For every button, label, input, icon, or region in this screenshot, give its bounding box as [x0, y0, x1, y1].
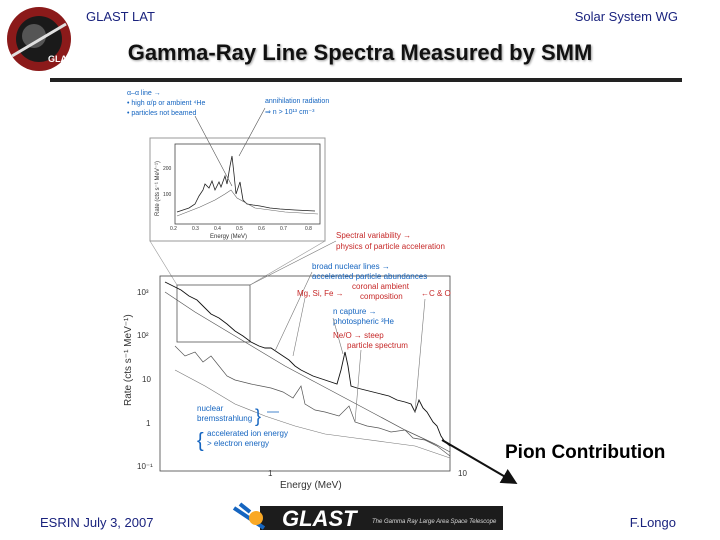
- bremsstrahlung-label: bremsstrahlung: [197, 414, 252, 423]
- main-y-tick: 10²: [137, 331, 149, 340]
- brems-brace: }: [255, 406, 261, 426]
- main-x-tick: 10: [458, 469, 467, 478]
- logo-tagline: The Gamma Ray Large Area Space Telescope: [372, 519, 497, 525]
- broad-abundances: accelerated particle abundances: [312, 272, 427, 281]
- main-x-label: Energy (MeV): [280, 480, 342, 491]
- main-model-3: [174, 369, 451, 459]
- inset-note-alpha: α–α line →: [127, 90, 161, 97]
- coronal-ambient: coronal ambient: [352, 282, 410, 291]
- inset-x-ticks: 0.2 0.3 0.4 0.5 0.6 0.7 0.8: [170, 226, 312, 232]
- inset-x-label: Energy (MeV): [210, 234, 247, 240]
- broad-pointer: [274, 271, 313, 352]
- zoom-line-right: [249, 240, 326, 286]
- annotations: Spectral variability → physics of partic…: [197, 231, 451, 452]
- header-left: GLAST LAT: [86, 9, 155, 24]
- footer-author: F.Longo: [629, 515, 676, 530]
- logo-bar: [260, 506, 503, 530]
- main-y-label: Rate (cts s⁻¹ MeV⁻¹): [123, 314, 134, 406]
- seal-globe: [22, 24, 46, 48]
- particle-spectrum: particle spectrum: [347, 341, 408, 350]
- seal-stripe: [11, 22, 67, 58]
- annihilation-pointer: [238, 107, 266, 157]
- photospheric-he: photospheric ³He: [333, 317, 394, 326]
- inset-axes: [174, 143, 321, 225]
- main-y-tick: 10⁻¹: [137, 462, 153, 471]
- pion-arrow-line: [441, 439, 518, 485]
- inset-x-tick: 0.6: [258, 226, 265, 232]
- main-spectrum: [164, 281, 451, 447]
- inset-x-tick: 0.3: [192, 226, 199, 232]
- header-right: Solar System WG: [574, 9, 678, 24]
- glast-logo: GLAST The Gamma Ray Large Area Space Tel…: [232, 502, 503, 531]
- annihilation-label: annihilation radiation: [265, 98, 329, 105]
- zoom-line-left: [149, 240, 178, 286]
- title-rule: [50, 78, 682, 82]
- main-panel: Rate (cts s⁻¹ MeV⁻¹) Energy (MeV) 10³ 10…: [123, 275, 467, 491]
- inset-x-tick: 0.8: [305, 226, 312, 232]
- main-axes: [159, 275, 451, 472]
- main-x-tick: 1: [268, 469, 273, 478]
- inset-panel: Rate (cts s⁻¹ MeV⁻¹) Energy (MeV) 200 10…: [127, 90, 329, 242]
- n-capture: n capture →: [333, 307, 377, 316]
- page-title: Gamma-Ray Line Spectra Measured by SMM: [127, 40, 593, 65]
- seal-text: GLAST: [48, 54, 74, 64]
- ne-o-steep: Ne/O → steep: [333, 331, 384, 340]
- main-y-tick: 1: [146, 419, 151, 428]
- spectral-variability: Spectral variability →: [336, 231, 411, 240]
- mg-pointer: [292, 297, 306, 357]
- accel-brace: {: [197, 430, 204, 452]
- inset-note-ratio: • high α/p or ambient ⁴He: [127, 100, 205, 107]
- co-pointer: [414, 298, 426, 413]
- spectrum-figure: Rate (cts s⁻¹ MeV⁻¹) Energy (MeV) 200 10…: [123, 90, 467, 491]
- pion-contribution-label: Pion Contribution: [505, 442, 666, 463]
- inset-y-label: Rate (cts s⁻¹ MeV⁻¹): [155, 161, 161, 216]
- inset-y-tick-200: 200: [163, 166, 172, 172]
- footer-date: ESRIN July 3, 2007: [40, 515, 154, 530]
- inset-y-tick-100: 100: [163, 192, 172, 198]
- spectral-pointer: [249, 240, 337, 286]
- main-y-tick: 10: [142, 375, 151, 384]
- inset-x-tick: 0.2: [170, 226, 177, 232]
- logo-satellite-body: [249, 511, 263, 525]
- inset-model: [176, 189, 319, 217]
- glast-seal: GLAST: [7, 7, 74, 71]
- nuclear-label: nuclear: [197, 404, 224, 413]
- coronal-composition: composition: [360, 292, 403, 301]
- c-and-o: ←C & O: [421, 289, 451, 298]
- ncapture-pointer: [332, 317, 344, 355]
- mg-si-fe: Mg, Si, Fe →: [297, 289, 344, 298]
- spectral-physics: physics of particle acceleration: [336, 242, 445, 251]
- inset-x-tick: 0.5: [236, 226, 243, 232]
- main-model-2: [174, 345, 451, 457]
- pion-arrow: [441, 439, 518, 485]
- accel-ion-energy: accelerated ion energy: [207, 429, 288, 438]
- main-model-1: [164, 291, 451, 453]
- broad-lines: broad nuclear lines →: [312, 262, 390, 271]
- main-y-tick: 10³: [137, 288, 149, 297]
- zoom-box: [176, 284, 251, 343]
- annihilation-density: ⇒ n > 10¹³ cm⁻³: [265, 109, 315, 116]
- alpha-pointer: [194, 115, 233, 187]
- inset-spectrum: [176, 155, 316, 213]
- inset-x-tick: 0.7: [280, 226, 287, 232]
- electron-energy: > electron energy: [207, 439, 269, 448]
- neo-pointer: [354, 349, 362, 423]
- logo-text: GLAST: [282, 506, 358, 531]
- inset-note-beamed: • particles not beamed: [127, 110, 196, 117]
- inset-x-tick: 0.4: [214, 226, 221, 232]
